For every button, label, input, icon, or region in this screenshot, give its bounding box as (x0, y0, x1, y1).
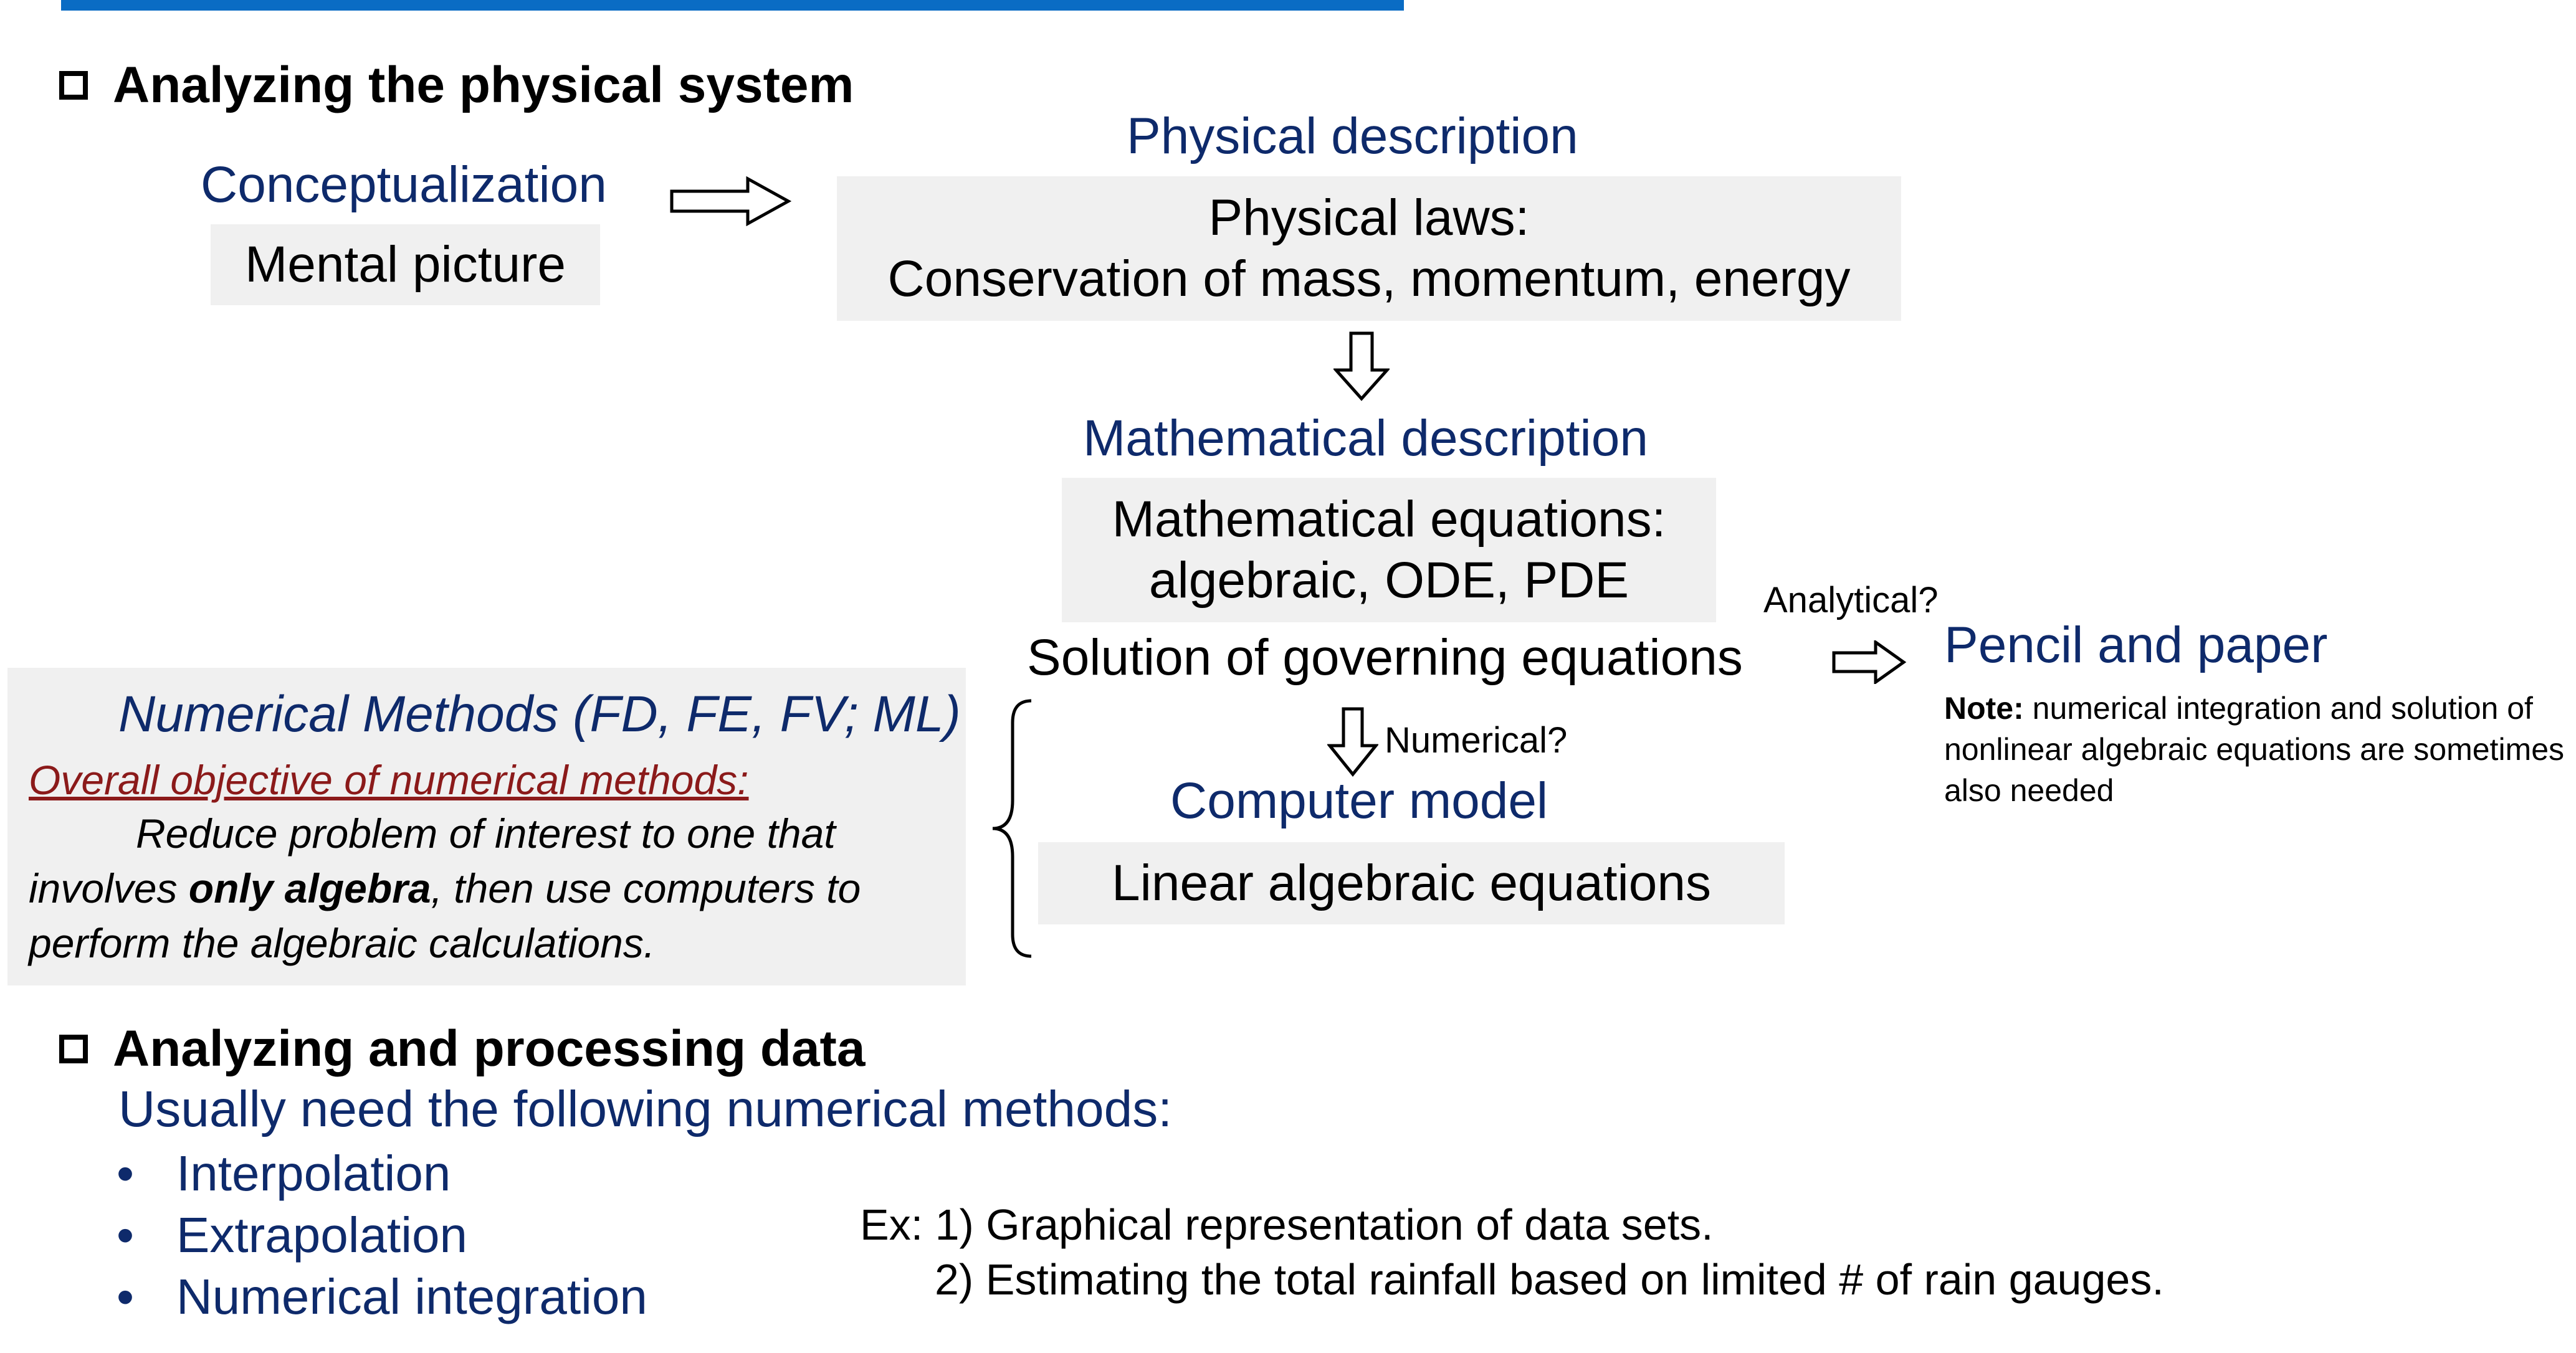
arrow-down-icon (1327, 707, 1378, 777)
numerical-label: Numerical? (1385, 720, 1568, 761)
mental-picture-box: Mental picture (211, 224, 600, 305)
mathematical-equations-line2: algebraic, ODE, PDE (1148, 552, 1629, 609)
mathematical-equations-box: Mathematical equations: algebraic, ODE, … (1062, 478, 1716, 622)
numerical-methods-box: Numerical Methods (FD, FE, FV; ML) Overa… (7, 668, 966, 985)
note-label: Note: (1944, 691, 2024, 726)
list-item-label: Numerical integration (176, 1269, 647, 1324)
list-item: • Interpolation (109, 1142, 647, 1204)
physical-laws-line1: Physical laws: (1208, 189, 1530, 246)
numerical-methods-title: Numerical Methods (FD, FE, FV; ML) (118, 686, 961, 743)
section-heading-physical-system: Analyzing the physical system (59, 60, 854, 111)
overall-objective-heading: Overall objective of numerical methods: (29, 757, 749, 803)
physical-laws-box: Physical laws: Conservation of mass, mom… (837, 176, 1901, 321)
bullet-icon: • (117, 1146, 135, 1201)
section-title: Analyzing the physical system (113, 57, 854, 113)
list-item: • Numerical integration (109, 1266, 647, 1327)
mathematical-equations-line1: Mathematical equations: (1112, 491, 1666, 548)
numerical-methods-description: Reduce problem of interest to one that i… (29, 806, 963, 971)
conceptualization-label: Conceptualization (201, 156, 607, 213)
list-item-label: Interpolation (176, 1146, 451, 1201)
description-part2: , then use computers to perform the alge… (29, 865, 861, 966)
analytical-note: Note: numerical integration and solution… (1944, 688, 2567, 811)
note-text: numerical integration and solution of no… (1944, 691, 2565, 808)
mathematical-description-label: Mathematical description (1083, 410, 1648, 467)
mental-picture-text: Mental picture (244, 236, 566, 293)
methods-intro: Usually need the following numerical met… (118, 1081, 1173, 1137)
arrow-right-icon (1832, 640, 1907, 684)
section-title: Analyzing and processing data (113, 1020, 866, 1077)
analytical-label: Analytical? (1763, 580, 1939, 620)
methods-list: • Interpolation • Extrapolation • Numeri… (109, 1142, 647, 1327)
checkbox-icon (59, 71, 88, 100)
pencil-and-paper-label: Pencil and paper (1944, 617, 2328, 673)
computer-model-label: Computer model (1170, 772, 1548, 829)
linear-equations-text: Linear algebraic equations (1112, 855, 1711, 911)
list-item: • Extrapolation (109, 1204, 647, 1266)
example-line-2: 2) Estimating the total rainfall based o… (935, 1255, 2164, 1304)
bullet-icon: • (117, 1269, 135, 1324)
physical-description-label: Physical description (1127, 108, 1578, 164)
curly-brace-icon (992, 699, 1032, 958)
physical-laws-line2: Conservation of mass, momentum, energy (887, 250, 1851, 307)
checkbox-icon (59, 1035, 88, 1063)
section-heading-data: Analyzing and processing data (59, 1023, 865, 1075)
solution-text: Solution of governing equations (1027, 629, 1743, 686)
arrow-down-icon (1333, 331, 1390, 401)
description-emphasis: only algebra (188, 865, 431, 911)
bullet-icon: • (117, 1207, 135, 1263)
top-accent-bar (61, 0, 1404, 11)
description-part1: Reduce problem of interest to one that i… (29, 810, 836, 911)
linear-equations-box: Linear algebraic equations (1038, 842, 1785, 924)
example-line-1: Ex: 1) Graphical representation of data … (860, 1200, 1714, 1249)
list-item-label: Extrapolation (176, 1207, 467, 1263)
arrow-right-icon (670, 176, 791, 226)
